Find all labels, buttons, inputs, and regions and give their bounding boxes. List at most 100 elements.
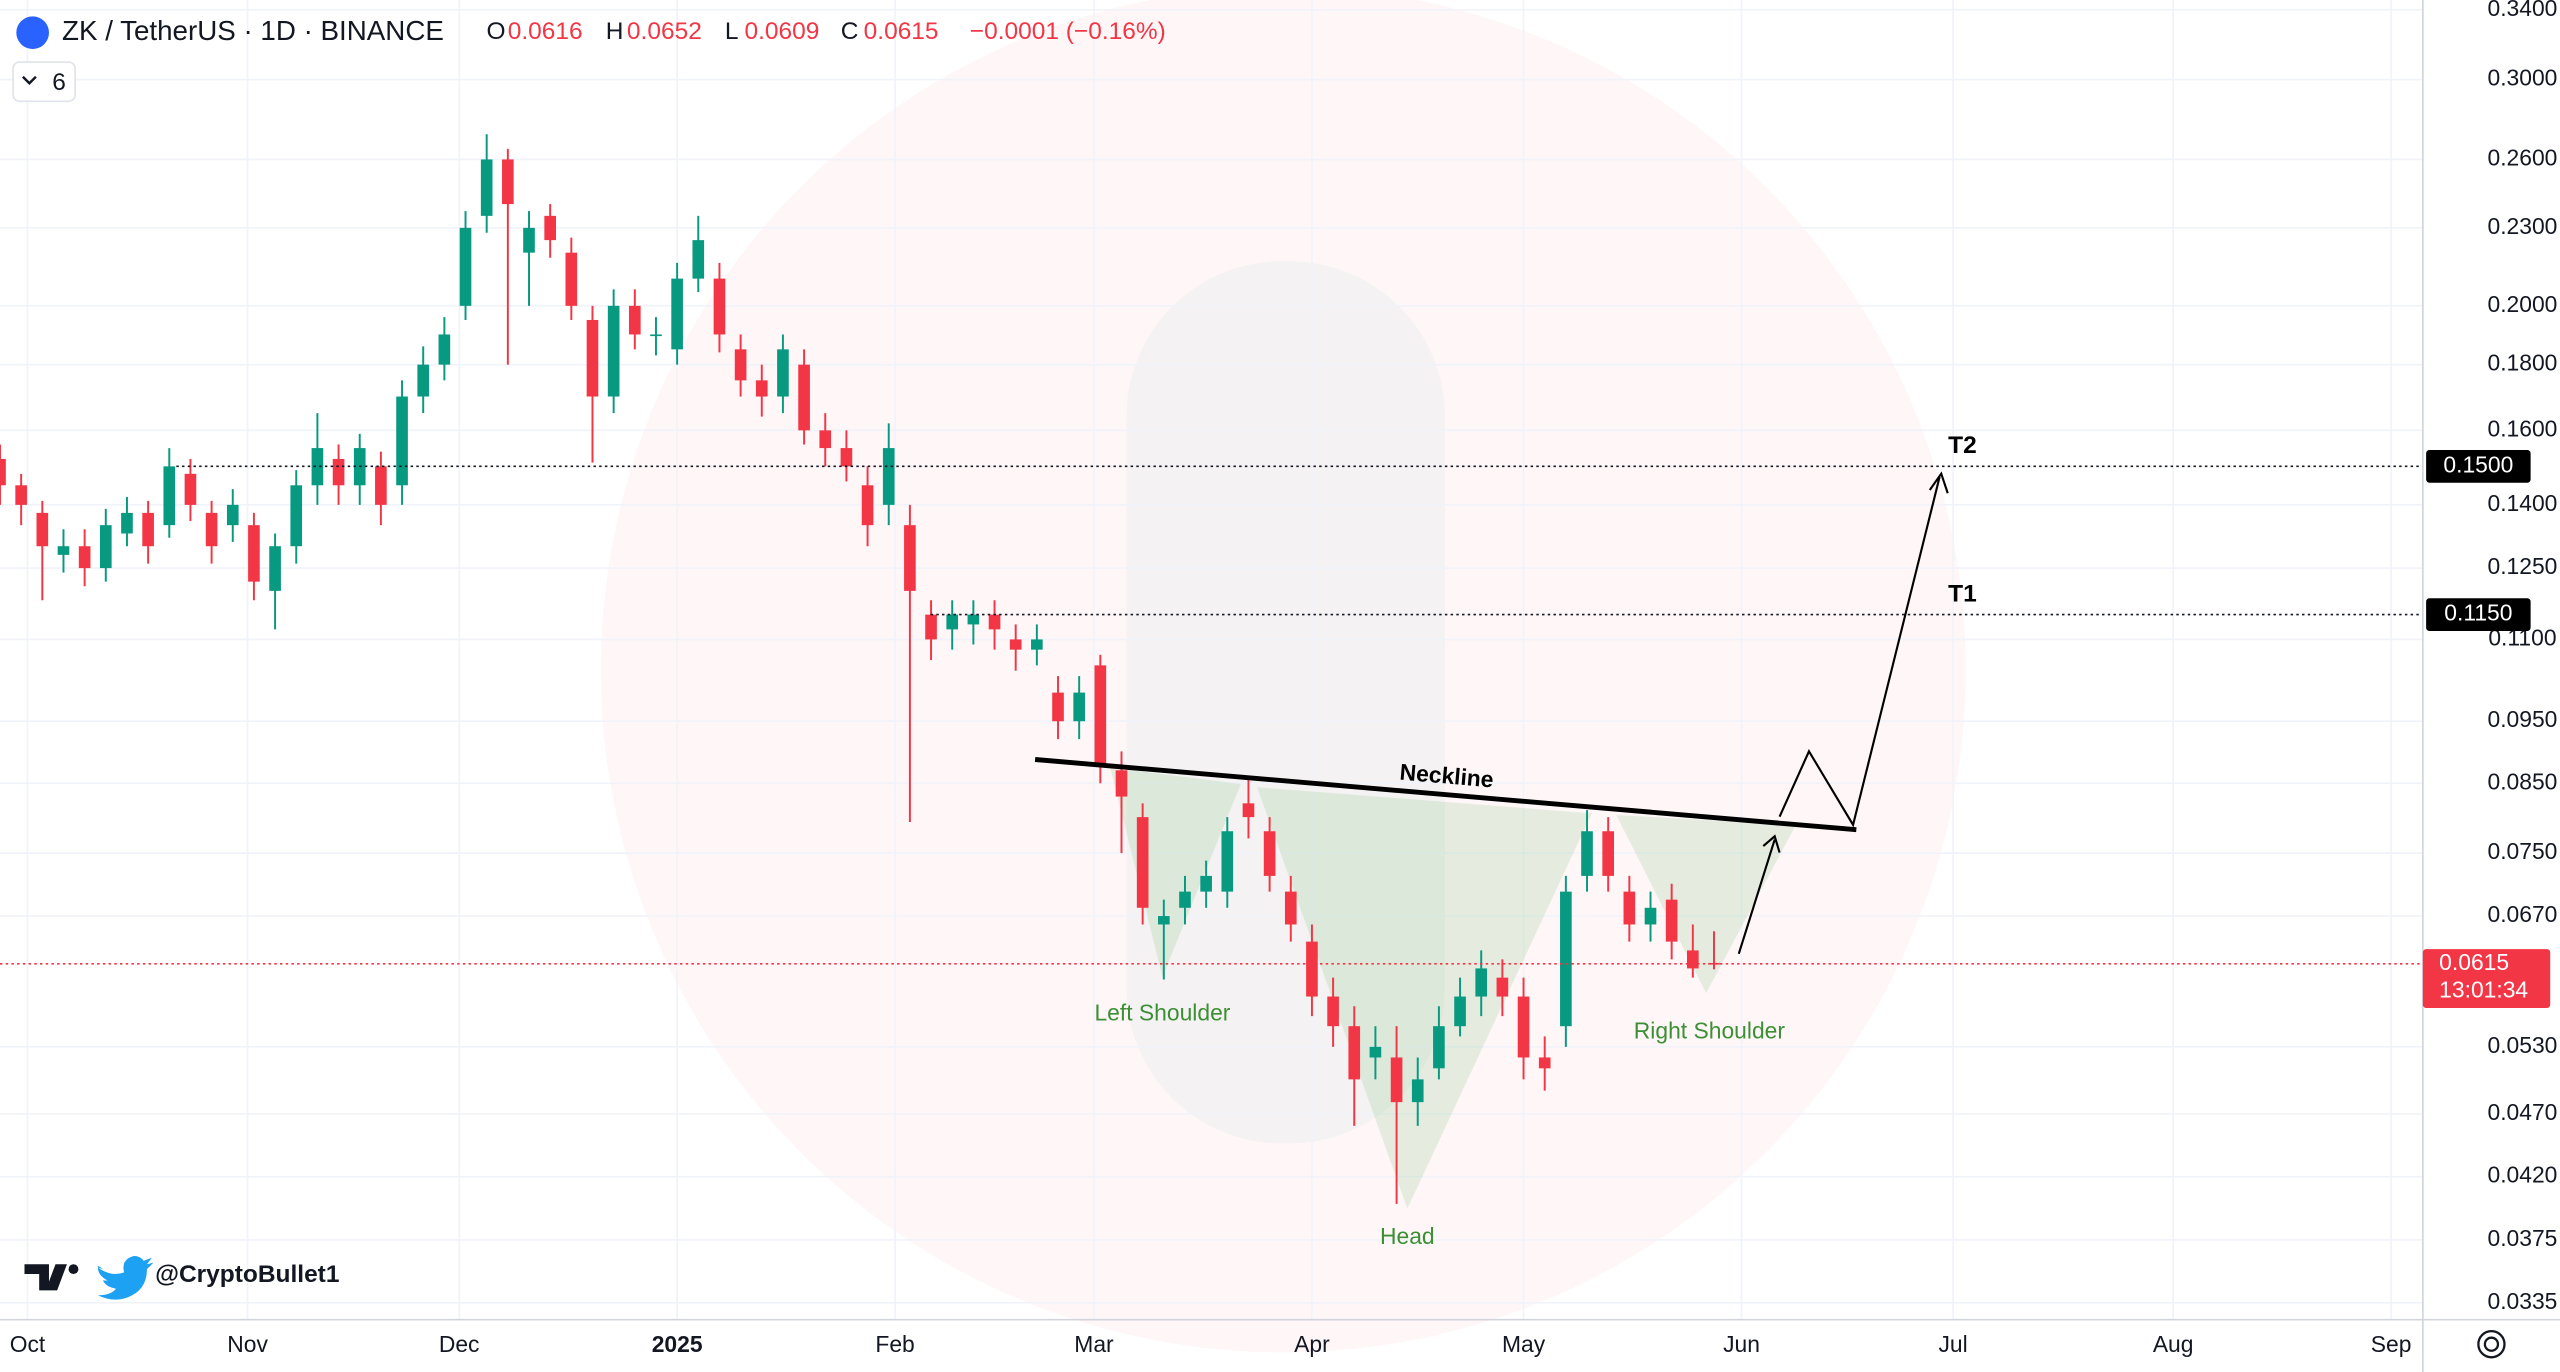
y-tick-label: 0.0950 [2487, 706, 2557, 732]
candle-body [332, 458, 345, 486]
low-value: 0.0609 [744, 18, 819, 45]
symbol-logo [16, 16, 49, 49]
candle-body [248, 525, 260, 582]
head-label: Head [1380, 1223, 1435, 1249]
x-tick-label: Jul [1938, 1331, 1967, 1357]
candle-body [142, 512, 154, 547]
candle-body [1433, 1026, 1445, 1069]
candle-body [226, 504, 239, 526]
y-tick-label: 0.1250 [2487, 553, 2557, 579]
x-tick-label: Aug [2153, 1331, 2194, 1357]
candle-body [502, 159, 514, 205]
x-tick-label: Mar [1074, 1331, 1114, 1357]
footer-brand: @CryptoBullet1 [24, 1256, 339, 1300]
candle-body [1623, 891, 1636, 925]
level-tag-label: 0.1150 [2444, 600, 2512, 626]
candle-body [375, 466, 387, 505]
level-tag-label: 0.1500 [2443, 451, 2513, 477]
candle-body [121, 512, 133, 534]
candle-body [523, 227, 535, 253]
candle-body [692, 240, 705, 279]
author: @CryptoBullet1 [155, 1261, 339, 1288]
candle-body [1602, 831, 1615, 876]
candle-body [1115, 770, 1128, 797]
candle-body [671, 278, 683, 350]
candle-body [1073, 692, 1085, 722]
y-tick-label: 0.3000 [2487, 65, 2557, 91]
last-price-tag [2422, 949, 2551, 1008]
y-tick-label: 0.0670 [2487, 901, 2557, 927]
candle-body [988, 614, 1001, 630]
x-tick-label: 2025 [652, 1331, 703, 1357]
candle-body [78, 546, 91, 569]
y-tick-label: 0.1600 [2487, 415, 2557, 441]
candle-body [904, 525, 916, 591]
settings-icon[interactable] [2477, 1330, 2506, 1359]
close-label: C [841, 18, 859, 45]
candle-body [1136, 817, 1149, 908]
candle-body [925, 614, 937, 640]
candle-body [734, 349, 747, 381]
candle-body [1581, 831, 1593, 876]
level-name: T2 [1948, 432, 1977, 459]
right-shoulder-area [1616, 815, 1796, 994]
candle-body [1644, 907, 1657, 925]
close-value: 0.0615 [864, 18, 939, 45]
y-tick-label: 0.1400 [2487, 490, 2557, 516]
candle-body [1475, 968, 1488, 997]
candle-body [819, 430, 832, 449]
candle-body [1052, 692, 1064, 722]
y-tick-label: 0.0375 [2487, 1225, 2557, 1251]
candle-body [1284, 891, 1297, 925]
candle-body [861, 485, 874, 526]
watermark-shape [1126, 261, 1445, 1144]
change: −0.0001 (−0.16%) [970, 18, 1166, 45]
symbol: ZK / TetherUS · 1D · BINANCE [62, 15, 444, 46]
level-tag [2426, 450, 2531, 483]
candle-body [269, 546, 281, 591]
y-tick-label: 0.0750 [2487, 838, 2557, 864]
x-tick-label: Jun [1723, 1331, 1760, 1357]
candle-body [1687, 950, 1699, 969]
candle-body [1369, 1046, 1382, 1058]
y-tick-label: 0.0470 [2487, 1099, 2557, 1125]
watermark [601, 0, 1966, 1353]
candle-body [480, 159, 493, 216]
y-tick-label: 0.0420 [2487, 1162, 2557, 1188]
last-price-label: 0.0615 [2439, 949, 2509, 975]
candle-body [882, 448, 895, 505]
candle-body [290, 485, 303, 547]
candle-body [184, 473, 197, 505]
x-tick-label: Sep [2371, 1331, 2412, 1357]
candle-body [36, 512, 49, 547]
high-value: 0.0652 [627, 18, 702, 45]
indicators-toggle[interactable] [12, 61, 76, 103]
high-label: H [606, 18, 624, 45]
level-name: T1 [1948, 580, 1977, 607]
candle-body [163, 466, 176, 526]
x-tick-label: Nov [227, 1331, 268, 1357]
candle-body [1094, 665, 1107, 764]
candle-body [15, 485, 27, 505]
candle-body [1348, 1026, 1361, 1080]
open-value: 0.0616 [508, 18, 583, 45]
candle-body [1009, 639, 1022, 650]
head-area [1257, 787, 1592, 1209]
tv-logo [24, 1264, 67, 1291]
x-tick-label: Feb [875, 1331, 914, 1357]
candle-body [840, 448, 853, 467]
candle-body [967, 614, 980, 625]
candle-body [1200, 875, 1212, 892]
candle-body [311, 448, 324, 486]
candle-body [1411, 1079, 1424, 1103]
candle-body [99, 525, 112, 569]
candle-body [1179, 891, 1191, 908]
candle-body [946, 614, 959, 630]
candle-body [1306, 941, 1318, 997]
candle-body [0, 458, 6, 486]
candle-body [777, 349, 789, 397]
candle-body [1538, 1057, 1551, 1069]
neckline [1034, 757, 1857, 833]
